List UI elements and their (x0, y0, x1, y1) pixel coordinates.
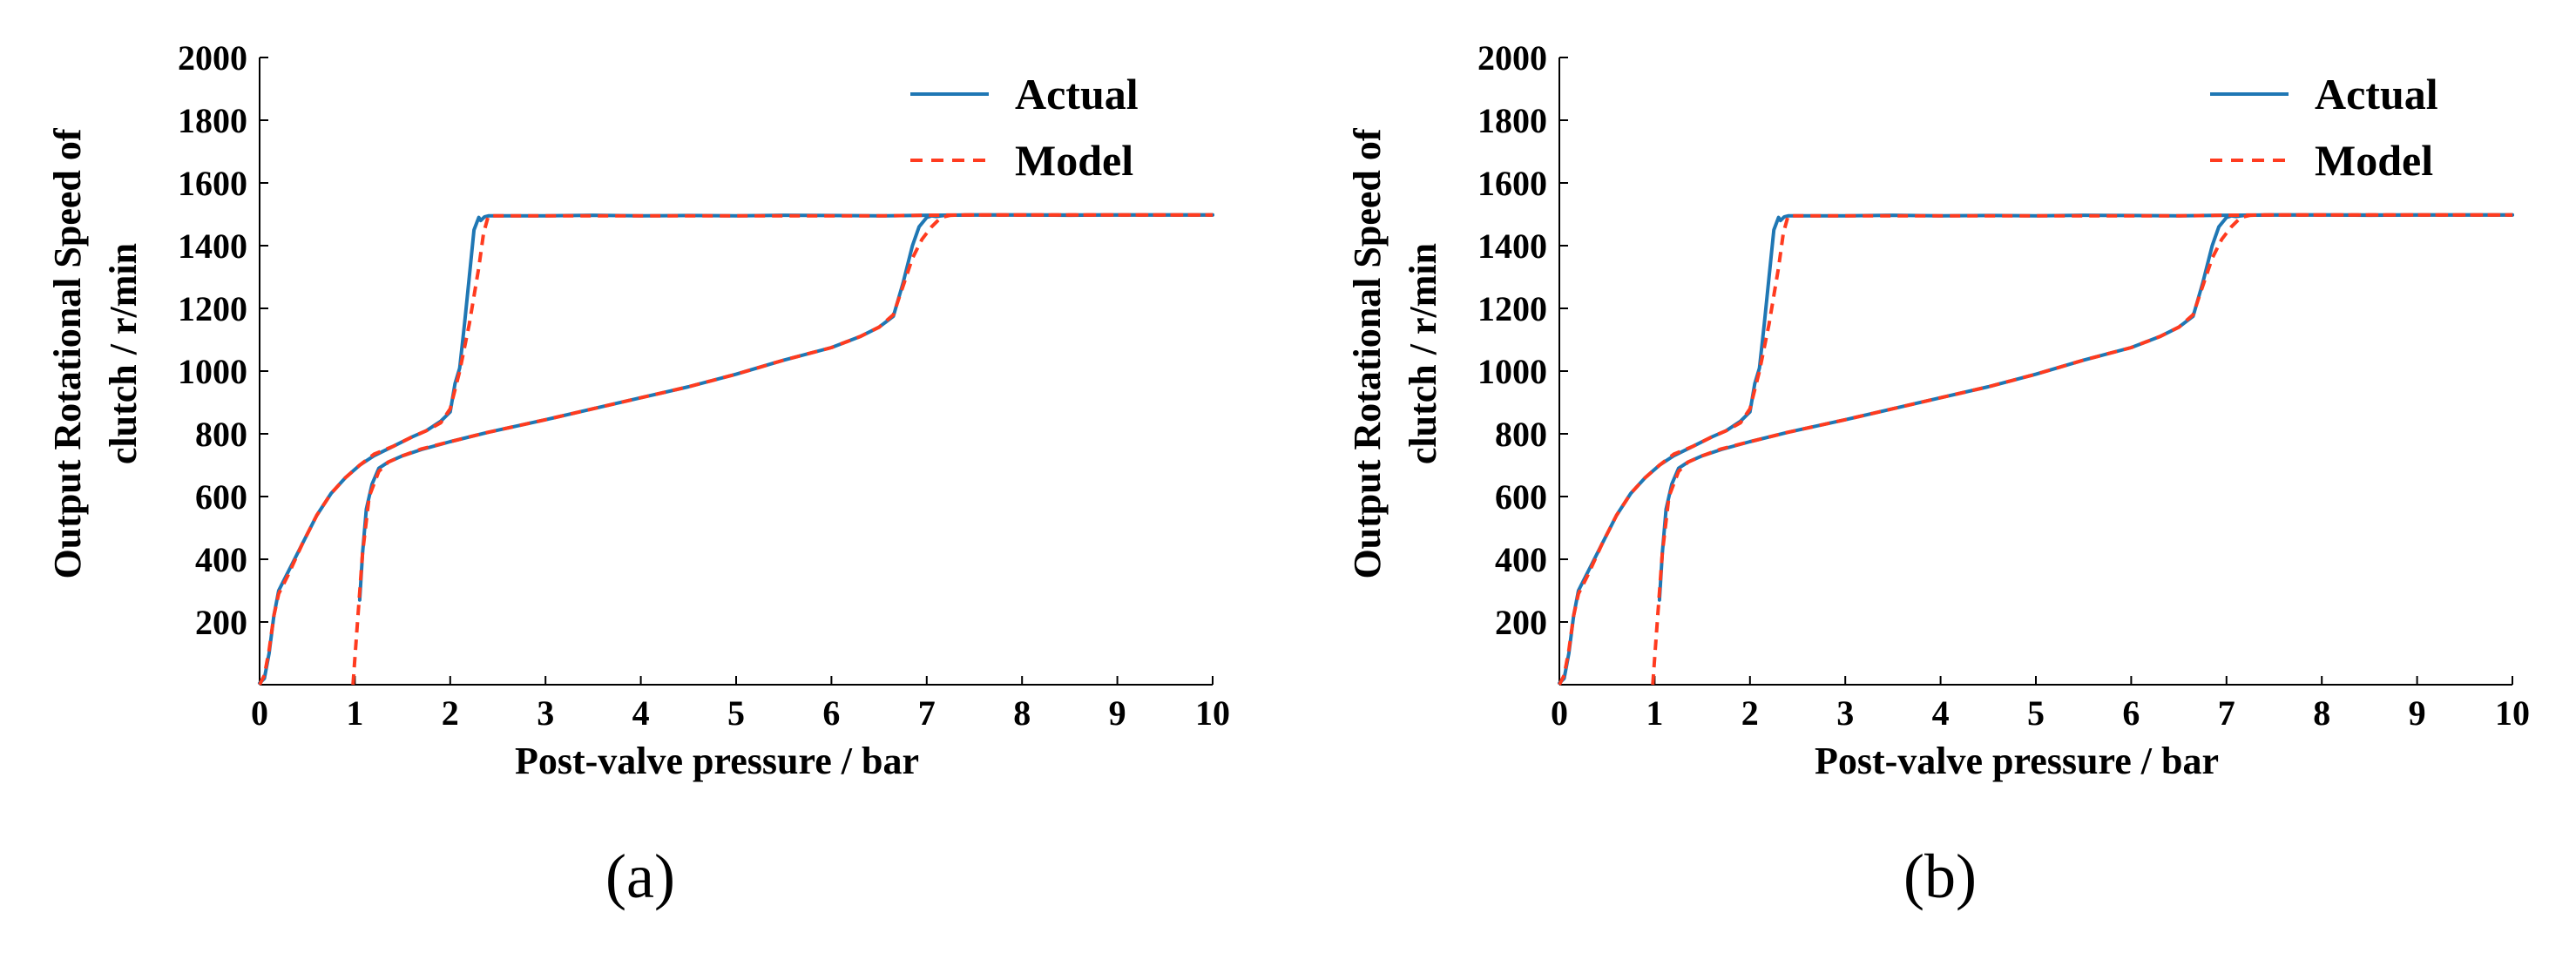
series-line-actual (357, 213, 1214, 602)
x-tick-label: 9 (1109, 693, 1126, 733)
chart-panel-a: 0 1 2 3 4 5 6 7 8 9 10 200 400 600 800 1000 1200 1400 1600… (46, 38, 1230, 911)
x-tick-label: 2 (442, 693, 459, 733)
y-axis-label-line-1: Output Rotational Speed of (46, 127, 89, 578)
y-tick-label: 400 (1495, 540, 1547, 579)
x-tick-label: 10 (2495, 693, 2530, 733)
x-axis-label: Post-valve pressure / bar (1815, 740, 2219, 782)
panel-label: (b) (1903, 841, 1977, 911)
y-tick-label: 600 (195, 477, 247, 517)
x-tick-label: 3 (537, 693, 554, 733)
x-axis-label: Post-valve pressure / bar (515, 740, 919, 782)
x-tick-label: 1 (346, 693, 363, 733)
y-tick-label: 1600 (1477, 164, 1547, 203)
y-tick-label: 400 (195, 540, 247, 579)
legend-label-model: Model (2315, 136, 2433, 185)
x-tick-label: 4 (632, 693, 650, 733)
x-tick-label: 6 (2122, 693, 2140, 733)
series-line-actual (1558, 213, 2514, 686)
x-tick-label: 5 (727, 693, 745, 733)
x-tick-label: 10 (1195, 693, 1230, 733)
y-axis-label-line-2: clutch / r/min (102, 243, 145, 464)
y-tick-label: 1200 (178, 289, 247, 328)
series-line-model (351, 213, 1213, 686)
series-line-actual (1657, 213, 2514, 602)
y-axis-label-line-1: Output Rotational Speed of (1346, 127, 1389, 578)
y-axis-label-line-2: clutch / r/min (1402, 243, 1444, 464)
x-tick-label: 3 (1836, 693, 1854, 733)
legend-label-actual: Actual (1015, 70, 1139, 118)
y-tick-label: 1800 (178, 101, 247, 140)
y-tick-label: 1400 (1477, 226, 1547, 266)
series-line-model (258, 213, 1213, 686)
x-tick-label: 1 (1646, 693, 1663, 733)
x-tick-label: 8 (1013, 693, 1031, 733)
y-tick-label: 1600 (178, 164, 247, 203)
series-line-actual (258, 213, 1214, 686)
y-tick-label: 200 (1495, 603, 1547, 642)
y-tick-label: 1000 (178, 352, 247, 391)
x-tick-label: 4 (1932, 693, 1950, 733)
x-tick-label: 9 (2409, 693, 2426, 733)
y-tick-label: 600 (1495, 477, 1547, 517)
legend-label-model: Model (1015, 136, 1133, 185)
legend-label-actual: Actual (2315, 70, 2438, 118)
panel-label: (a) (605, 841, 675, 911)
x-tick-label: 0 (1551, 693, 1568, 733)
x-tick-label: 7 (918, 693, 936, 733)
x-tick-label: 8 (2313, 693, 2330, 733)
y-tick-label: 1200 (1477, 289, 1547, 328)
x-tick-label: 0 (251, 693, 268, 733)
y-tick-label: 800 (195, 415, 247, 454)
y-tick-label: 1400 (178, 226, 247, 266)
series-line-model (1558, 213, 2512, 686)
x-tick-label: 6 (822, 693, 840, 733)
y-tick-label: 200 (195, 603, 247, 642)
series-line-model (1651, 213, 2512, 686)
y-tick-label: 800 (1495, 415, 1547, 454)
y-tick-label: 2000 (178, 38, 247, 78)
y-tick-label: 1800 (1477, 101, 1547, 140)
y-tick-label: 1000 (1477, 352, 1547, 391)
y-tick-label: 2000 (1477, 38, 1547, 78)
x-tick-label: 7 (2218, 693, 2235, 733)
x-tick-label: 5 (2027, 693, 2045, 733)
chart-panel-b: 0 1 2 3 4 5 6 7 8 9 10 200 400 600 800 1000 1200 1400 1600… (1346, 38, 2530, 911)
x-tick-label: 2 (1741, 693, 1759, 733)
